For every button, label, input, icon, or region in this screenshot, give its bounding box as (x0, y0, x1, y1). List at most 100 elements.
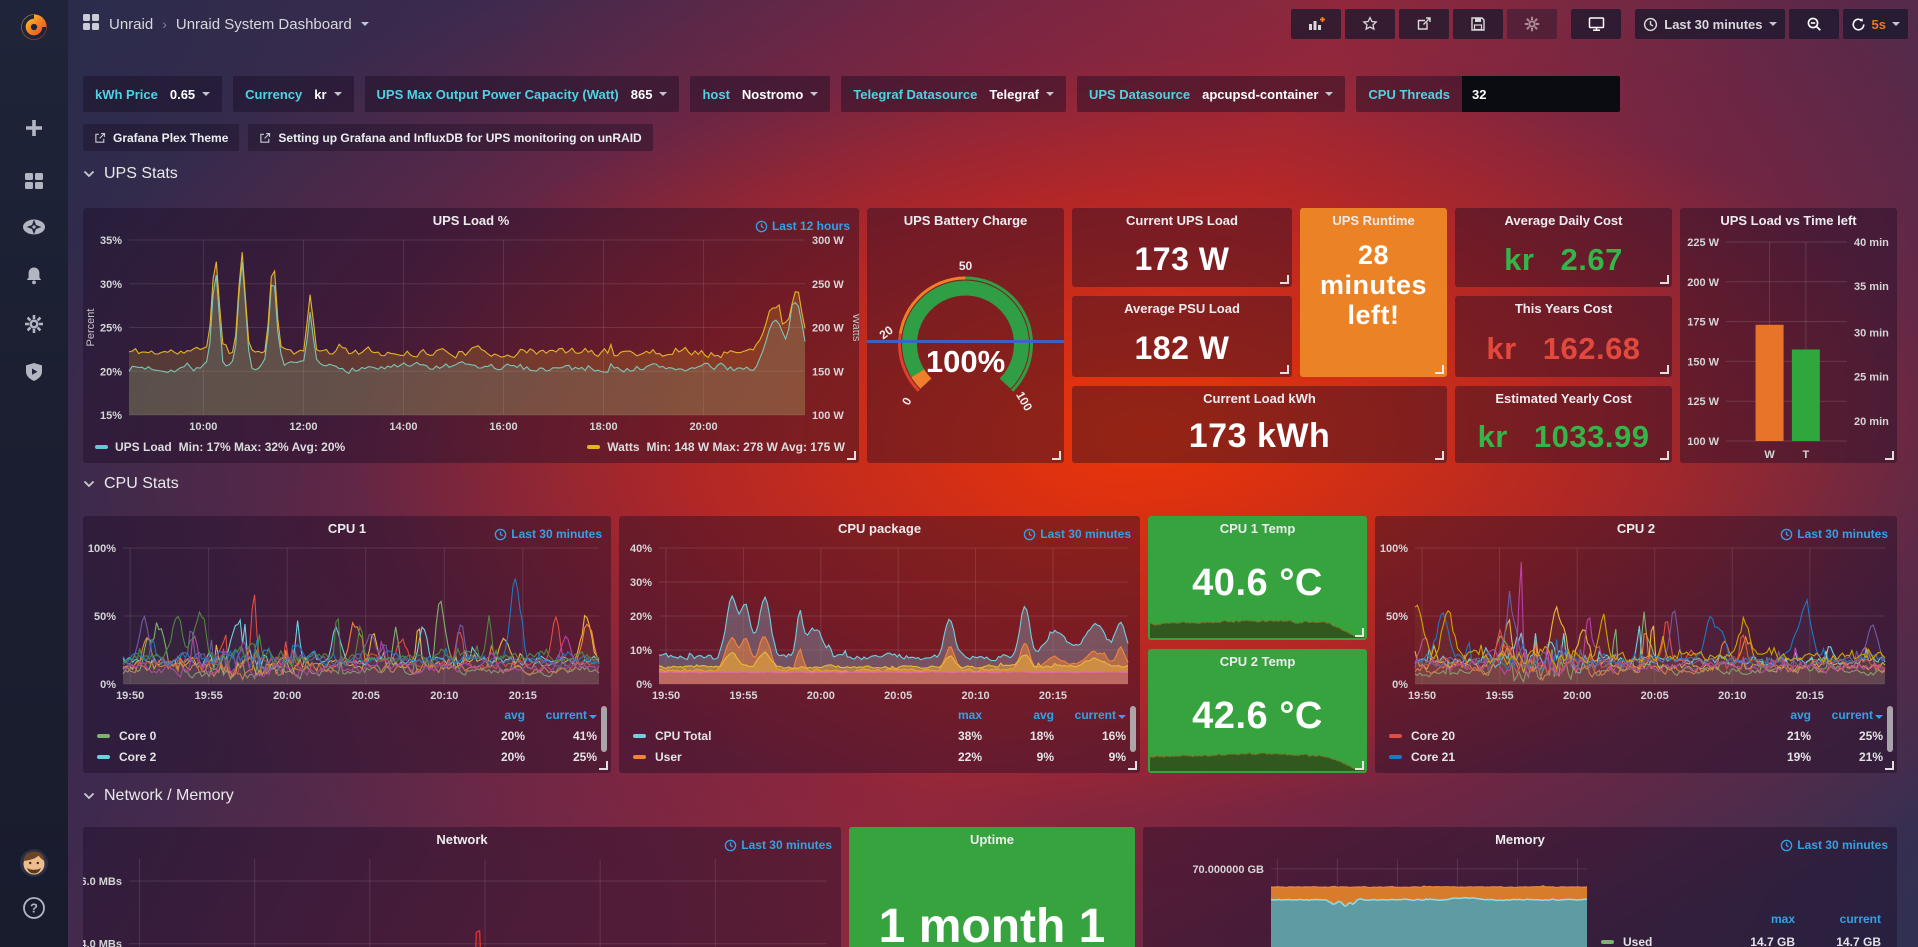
legend-scrollbar[interactable] (1130, 706, 1136, 752)
panel-time-range[interactable]: Last 12 hours (755, 213, 850, 239)
time-range-picker[interactable]: Last 30 minutes (1635, 9, 1785, 39)
add-panel-button[interactable] (1291, 9, 1342, 39)
panel-title[interactable]: CPU 2 Last 30 minutes (1375, 516, 1897, 541)
star-button[interactable] (1345, 9, 1396, 39)
configuration-gear-icon[interactable] (0, 309, 68, 339)
panel-title[interactable]: Network Last 30 minutes (83, 827, 841, 852)
panel-title[interactable]: UPS Load % Last 12 hours (83, 208, 859, 233)
chevron-down-icon (83, 792, 95, 800)
variable-value-dropdown[interactable]: kr (314, 87, 342, 102)
panel-title[interactable]: UPS Load vs Time left (1720, 213, 1857, 228)
resize-handle[interactable] (1885, 761, 1894, 770)
cpu-threads-input[interactable]: 32 (1462, 76, 1621, 112)
section-network-memory[interactable]: Network / Memory (83, 787, 234, 805)
panel-title[interactable]: Current Load kWh (1203, 391, 1316, 406)
server-admin-shield-icon[interactable] (0, 357, 68, 387)
panel-title[interactable]: CPU package Last 30 minutes (619, 516, 1140, 541)
svg-text:50: 50 (959, 259, 973, 273)
help-icon[interactable]: ? (0, 893, 68, 923)
resize-handle[interactable] (1280, 275, 1289, 284)
battery-gauge[interactable]: 0 20 50 100 (867, 232, 1064, 463)
svg-text:20:00: 20:00 (690, 421, 718, 433)
resize-handle[interactable] (1128, 761, 1137, 770)
resize-handle[interactable] (1660, 275, 1669, 284)
clock-icon (725, 839, 737, 851)
alerting-bell-icon[interactable] (0, 261, 68, 291)
stat-value: 28 minutes left! (1319, 240, 1428, 331)
cycle-view-monitor-button[interactable] (1571, 9, 1622, 39)
resize-handle[interactable] (1355, 628, 1364, 637)
panel-time-range[interactable]: Last 30 minutes (494, 521, 602, 547)
ups-bars-chart[interactable]: 225 W 200 W 175 W 150 W 125 W 100 W 40 min 35 m… (1680, 232, 1897, 463)
variable-value-dropdown[interactable]: Telegraf (989, 87, 1054, 102)
section-cpu-stats[interactable]: CPU Stats (83, 475, 179, 493)
resize-handle[interactable] (1435, 365, 1444, 374)
explore-compass-icon[interactable] (0, 212, 68, 242)
variable-label: Currency (245, 86, 303, 102)
panel-title[interactable]: UPS Runtime (1332, 213, 1415, 228)
legend-scrollbar[interactable] (1887, 706, 1893, 752)
variable-value-dropdown[interactable]: Nostromo (742, 87, 819, 102)
cpu1-chart[interactable]: 100% 50% 0% 19:50 19:55 20:00 20:05 20:10 20:15 (83, 540, 611, 704)
panel-title[interactable]: Average PSU Load (1124, 301, 1240, 316)
panel-time-range[interactable]: Last 30 minutes (724, 832, 832, 858)
panel-average-daily-cost: Average Daily Cost kr 2.67 (1455, 208, 1672, 287)
panel-title[interactable]: Current UPS Load (1126, 213, 1238, 228)
zoom-out-button[interactable] (1788, 9, 1839, 39)
link-grafana-plex-theme[interactable]: Grafana Plex Theme (83, 124, 240, 151)
cpu-package-chart[interactable]: 40% 30% 20% 10% 0% 19:50 19:55 20:00 20:05 20:10 2… (619, 540, 1140, 704)
cpu2-chart[interactable]: 100% 50% 0% 19:50 19:55 20:00 20:05 20:10 20:15 (1375, 540, 1897, 704)
dashboards-grid-icon[interactable] (82, 13, 100, 35)
chevron-down-icon (1768, 22, 1777, 26)
variable-value-dropdown[interactable]: apcupsd-container (1202, 87, 1334, 102)
panel-time-range[interactable]: Last 30 minutes (1780, 832, 1888, 858)
panel-title[interactable]: CPU 1 Last 30 minutes (83, 516, 611, 541)
panel-title[interactable]: This Years Cost (1514, 301, 1613, 316)
legend-scrollbar[interactable] (601, 706, 607, 752)
variable-value-dropdown[interactable]: 0.65 (170, 87, 211, 102)
legend-item[interactable]: UPS Load Min: 17% Max: 32% Avg: 20% (95, 440, 345, 454)
plus-icon[interactable] (0, 113, 68, 143)
section-ups-stats[interactable]: UPS Stats (83, 165, 178, 183)
link-ups-monitoring-guide[interactable]: Setting up Grafana and InfluxDB for UPS … (248, 124, 653, 151)
grafana-logo[interactable] (0, 6, 68, 48)
resize-handle[interactable] (1885, 451, 1894, 460)
share-button[interactable] (1399, 9, 1450, 39)
legend-item[interactable]: Watts Min: 148 W Max: 278 W Avg: 175 W (587, 440, 845, 454)
resize-handle[interactable] (1355, 761, 1364, 770)
memory-chart[interactable]: 70.000000 GB60.000000 GB50.000000 GB (1143, 851, 1601, 947)
dashboard-settings-button[interactable] (1507, 9, 1558, 39)
chevron-down-icon (83, 170, 95, 178)
svg-text:30%: 30% (630, 577, 652, 589)
resize-handle[interactable] (1660, 365, 1669, 374)
panel-title[interactable]: Estimated Yearly Cost (1495, 391, 1632, 406)
resize-handle[interactable] (1660, 451, 1669, 460)
panel-time-range[interactable]: Last 30 minutes (1780, 521, 1888, 547)
resize-handle[interactable] (1052, 451, 1061, 460)
panel-time-range[interactable]: Last 30 minutes (1023, 521, 1131, 547)
variable-value-dropdown[interactable]: 865 (631, 87, 668, 102)
legend-row: Core 2 20% 25% (97, 746, 597, 767)
resize-handle[interactable] (1280, 365, 1289, 374)
panel-estimated-yearly-cost: Estimated Yearly Cost kr 1033.99 (1455, 386, 1672, 463)
panel-title[interactable]: UPS Battery Charge (903, 213, 1028, 228)
panel-title[interactable]: Uptime (969, 832, 1015, 847)
panel-title[interactable]: CPU 1 Temp (1219, 521, 1296, 536)
chevron-down-icon[interactable] (360, 22, 369, 26)
resize-handle[interactable] (1435, 451, 1444, 460)
resize-handle[interactable] (599, 761, 608, 770)
breadcrumb-folder[interactable]: Unraid (109, 15, 154, 33)
refresh-interval-label[interactable]: 5s (1871, 16, 1886, 32)
dashboard-title[interactable]: Unraid System Dashboard (175, 15, 352, 33)
panel-title[interactable]: CPU 2 Temp (1219, 654, 1296, 669)
panel-title[interactable]: Memory Last 30 minutes (1143, 827, 1897, 852)
refresh-button[interactable]: 5s (1842, 9, 1908, 39)
save-button[interactable] (1453, 9, 1504, 39)
dashboards-icon[interactable] (0, 166, 68, 196)
avatar[interactable] (0, 846, 68, 880)
panel-title[interactable]: Average Daily Cost (1504, 213, 1623, 228)
resize-handle[interactable] (847, 451, 856, 460)
ups-load-chart[interactable]: 35% 30% 25% 20% 15% 300 W 250 W 200 W 150 W 100 W… (83, 232, 862, 435)
